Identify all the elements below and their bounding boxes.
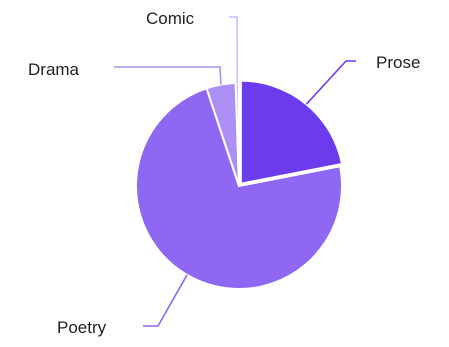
labels-layer: Prose Poetry Drama Comic — [28, 9, 420, 337]
slice-label-poetry: Poetry — [57, 318, 107, 337]
slice-label-prose: Prose — [376, 53, 420, 72]
leader-line-poetry — [143, 274, 188, 327]
leader-line-drama — [114, 66, 222, 85]
pie-slice-prose — [239, 79, 344, 185]
leader-line-prose — [305, 60, 356, 105]
leader-lines-layer — [114, 16, 356, 327]
slices-layer — [135, 79, 344, 290]
leader-line-comic — [229, 16, 239, 84]
slice-label-comic: Comic — [146, 9, 195, 28]
pie-slice-poetry — [135, 87, 343, 290]
slice-label-drama: Drama — [28, 60, 80, 79]
